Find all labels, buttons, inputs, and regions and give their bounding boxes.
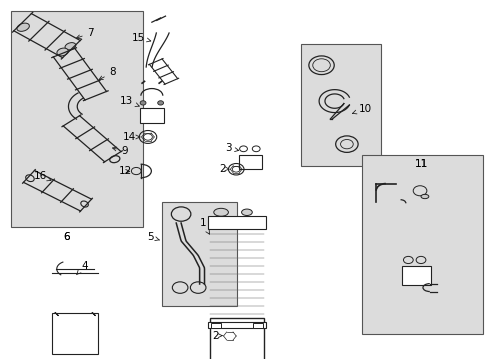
Circle shape [158,101,163,105]
Text: 10: 10 [352,104,371,114]
Text: 4: 4 [77,261,88,275]
Text: 3: 3 [224,143,238,153]
Ellipse shape [241,209,252,216]
Bar [52,313,98,354]
Circle shape [140,101,146,105]
Text: 15: 15 [131,33,150,42]
Text: 1: 1 [199,218,209,234]
Bar [253,323,263,328]
Text: 2: 2 [211,330,222,341]
Text: 6: 6 [63,232,70,242]
Text: 16: 16 [34,171,51,181]
Text: 7: 7 [76,28,94,39]
Text: 9: 9 [112,146,128,156]
Text: 11: 11 [413,159,427,169]
Bar [161,202,237,306]
Ellipse shape [17,23,29,31]
Bar [238,155,262,169]
Text: 12: 12 [118,166,131,176]
Bar [11,12,143,226]
Bar [300,44,380,166]
Text: 2: 2 [219,163,228,174]
Ellipse shape [65,42,76,50]
Bar [211,323,221,328]
Text: 11: 11 [413,159,427,169]
Text: 6: 6 [63,232,70,242]
Text: 5: 5 [147,232,159,242]
Bar [140,108,163,123]
Ellipse shape [213,208,228,216]
Bar [210,318,264,360]
Bar [361,155,483,334]
Text: 13: 13 [120,96,139,107]
Ellipse shape [420,194,428,199]
Text: 8: 8 [99,67,116,80]
Text: 14: 14 [123,132,140,142]
Bar [207,321,266,328]
Bar [207,216,266,229]
Ellipse shape [57,48,68,56]
Bar [401,266,430,285]
